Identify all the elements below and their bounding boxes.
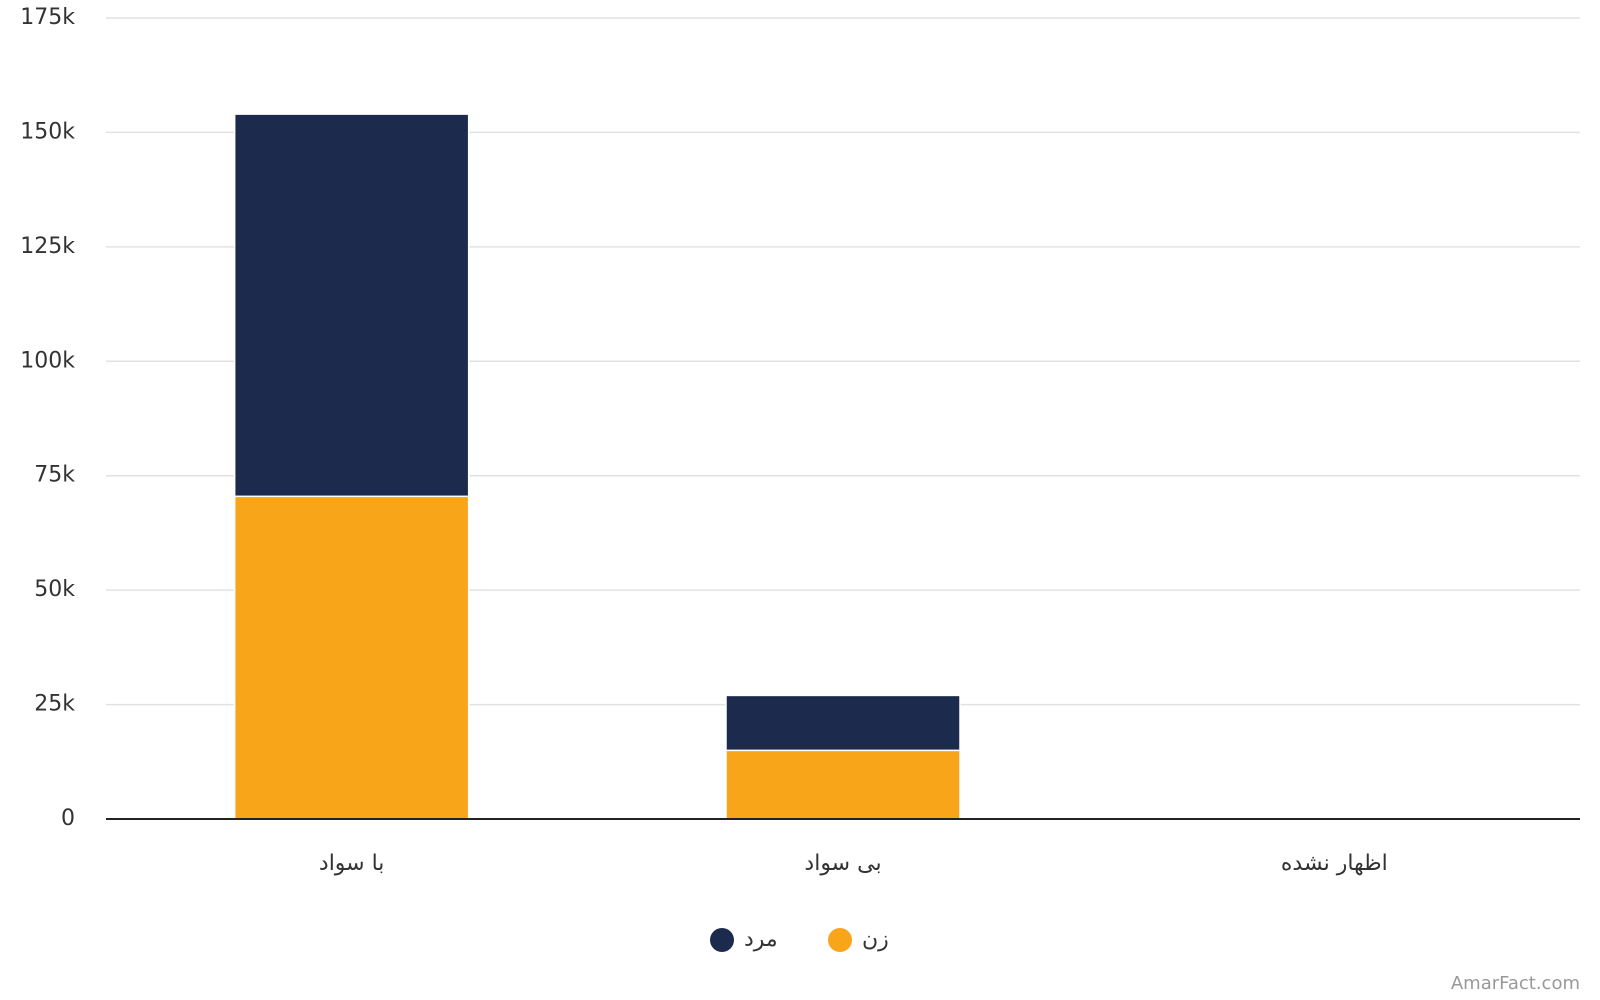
y-tick-label: 150k [20,119,75,144]
legend-label: مرد [744,927,778,952]
x-tick-label: با سواد [319,851,385,876]
y-tick-label: 0 [61,806,75,831]
y-tick-label: 125k [20,234,75,259]
x-tick-label: بی سواد [804,851,881,876]
source-credit: AmarFact.com [1451,973,1580,994]
y-tick-label: 50k [34,577,75,602]
y-tick-label: 25k [34,692,75,717]
legend-label: زن [862,927,889,952]
bar-segment [725,749,961,820]
x-tick-label: اظهار نشده [1281,851,1388,876]
bar-segment [233,113,470,498]
bar-segment [725,694,961,752]
legend-swatch [710,928,734,952]
legend-swatch [828,928,852,952]
y-tick-label: 75k [34,463,75,488]
y-tick-label: 100k [20,348,75,373]
bar-segment [233,495,470,820]
y-tick-label: 175k [20,5,75,30]
